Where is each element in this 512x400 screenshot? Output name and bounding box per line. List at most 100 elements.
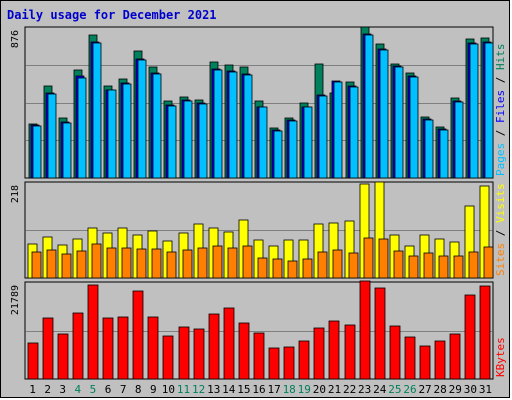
legend-entry-hits-files-pages-1: / [494,123,507,143]
bar-pages-day-1 [32,125,42,179]
bar-kbytes-day-6 [102,317,114,380]
legend-kbytes: KBytes [494,337,507,377]
bar-pages-day-25 [394,66,404,179]
legend-entry-hits-files-pages-2: Files [494,90,507,123]
bar-kbytes-day-15 [238,322,250,380]
bar-pages-day-18 [288,120,298,179]
ymax-label-visits-sites: 218 [10,185,21,203]
bar-kbytes-day-25 [389,325,401,380]
bar-pages-day-28 [439,129,449,179]
bar-pages-day-15 [243,74,253,179]
day-label-25: 25 [388,383,401,396]
bar-kbytes-day-3 [57,333,69,380]
bar-sites-day-20 [317,251,328,279]
bar-kbytes-day-20 [313,327,325,380]
bar-pages-day-9 [152,73,162,179]
bar-pages-day-5 [92,42,102,179]
legend-entry-visits-sites-1: / [494,223,507,243]
day-label-28: 28 [434,383,447,396]
day-label-15: 15 [237,383,250,396]
bar-kbytes-day-4 [72,312,84,380]
bar-kbytes-day-30 [464,294,476,380]
bar-pages-day-12 [198,103,208,179]
bar-sites-day-14 [227,247,238,279]
bar-pages-day-14 [228,71,238,179]
bar-kbytes-day-1 [27,342,39,380]
bar-pages-day-10 [167,105,177,179]
bar-kbytes-day-10 [162,335,174,380]
day-label-3: 3 [59,383,66,396]
day-label-22: 22 [343,383,356,396]
day-label-5: 5 [90,383,97,396]
bar-sites-day-27 [423,252,434,279]
bar-sites-day-22 [348,252,359,279]
bar-kbytes-day-29 [449,333,461,380]
day-label-21: 21 [328,383,341,396]
bar-pages-day-30 [469,43,479,179]
bar-kbytes-day-28 [434,340,446,380]
bar-kbytes-day-17 [268,347,280,380]
bar-kbytes-day-11 [178,326,190,380]
day-label-30: 30 [464,383,477,396]
bar-sites-day-4 [76,250,87,279]
bar-pages-day-6 [107,89,117,179]
day-label-2: 2 [44,383,51,396]
bar-kbytes-day-18 [283,346,295,380]
bar-sites-day-23 [363,237,374,279]
day-label-1: 1 [29,383,36,396]
bar-sites-day-3 [61,253,72,279]
day-label-23: 23 [358,383,371,396]
bar-sites-day-8 [136,248,147,279]
bar-pages-day-4 [77,77,87,179]
bar-kbytes-day-5 [87,284,99,380]
bar-kbytes-day-12 [193,328,205,380]
bar-kbytes-day-21 [328,320,340,380]
bar-pages-day-2 [47,93,57,179]
day-label-27: 27 [418,383,431,396]
day-label-20: 20 [313,383,326,396]
day-label-18: 18 [283,383,296,396]
bar-pages-day-24 [379,49,389,179]
bar-sites-day-29 [453,255,464,279]
bar-kbytes-day-2 [42,317,54,380]
legend-hits-files-pages: Pages / Files / Hits [494,44,507,177]
bar-pages-day-26 [409,76,419,179]
bar-sites-day-17 [272,258,283,279]
bar-kbytes-day-31 [479,285,491,380]
legend-entry-hits-files-pages-0: Pages [494,143,507,176]
day-label-16: 16 [252,383,265,396]
day-label-9: 9 [150,383,157,396]
bar-kbytes-day-8 [132,290,144,380]
day-label-11: 11 [177,383,190,396]
bar-sites-day-9 [151,248,162,279]
bar-sites-day-19 [302,258,313,279]
bar-kbytes-day-14 [223,307,235,380]
legend-entry-hits-files-pages-3: / [494,70,507,90]
bar-pages-day-11 [183,100,193,179]
bar-sites-day-15 [242,245,253,279]
bar-kbytes-day-9 [147,316,159,380]
bar-kbytes-day-19 [298,340,310,380]
bar-pages-day-19 [303,106,313,179]
bar-sites-day-30 [468,251,479,279]
day-label-13: 13 [207,383,220,396]
bar-kbytes-day-7 [117,316,129,380]
bar-pages-day-27 [424,119,434,179]
bar-kbytes-day-26 [404,336,416,380]
bar-sites-day-5 [91,243,102,279]
bar-kbytes-day-16 [253,332,265,380]
bar-pages-day-8 [137,59,147,179]
day-label-29: 29 [449,383,462,396]
legend-entry-kbytes-0: KBytes [494,337,507,377]
bar-sites-day-7 [121,247,132,279]
bar-sites-day-28 [438,255,449,279]
bar-pages-day-17 [273,130,283,179]
bar-kbytes-day-22 [344,324,356,380]
chart-title: Daily usage for December 2021 [7,8,217,22]
bar-pages-day-23 [364,34,374,179]
day-label-12: 12 [192,383,205,396]
bar-sites-day-13 [212,245,223,279]
bar-pages-day-20 [318,95,328,179]
